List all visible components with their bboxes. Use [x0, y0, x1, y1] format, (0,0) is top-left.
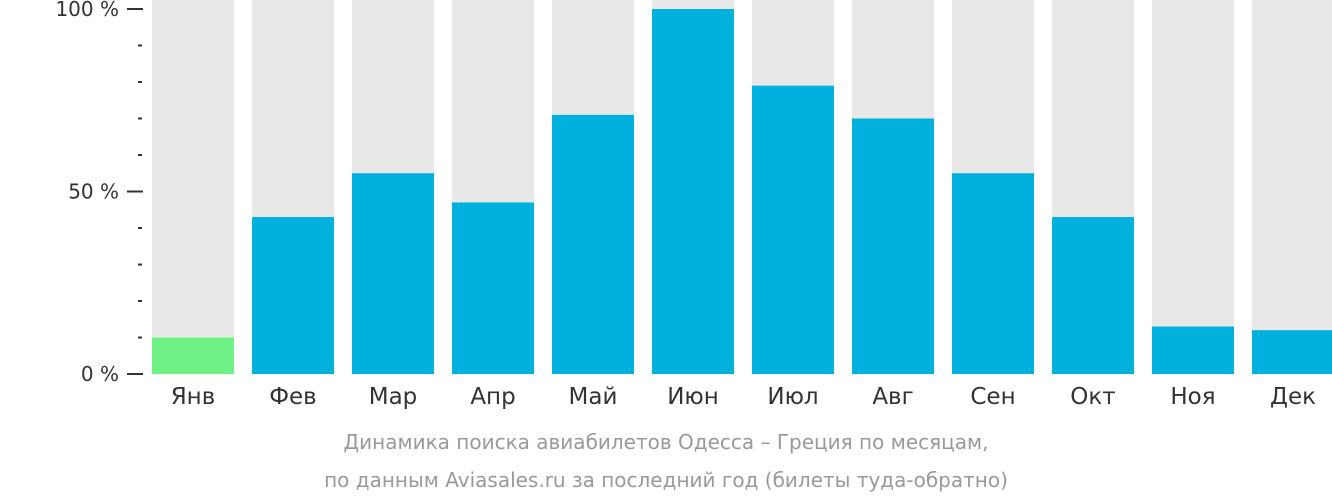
- bar-2: [252, 217, 334, 374]
- bar-10: [1052, 217, 1134, 374]
- bar-11: [1152, 326, 1234, 374]
- bar-6: [652, 9, 734, 374]
- bar-background: [1252, 0, 1332, 374]
- bar-background: [152, 0, 234, 374]
- x-tick-label: Апр: [470, 384, 515, 410]
- x-tick-label: Фев: [269, 384, 317, 410]
- bar-4: [452, 202, 534, 374]
- bar-8: [852, 118, 934, 374]
- x-axis-labels: Янв Фев Мар Апр Май Июн Июл Авг Сен Окт Ноя Дек: [171, 384, 1316, 410]
- x-tick-label: Сен: [970, 384, 1015, 410]
- data-bars: [152, 9, 1332, 375]
- chart-caption-line-1: Динамика поиска авиабилетов Одесса – Гре…: [343, 430, 989, 454]
- y-tick-label: 100 %: [55, 0, 119, 21]
- bar-12: [1252, 330, 1332, 374]
- y-tick-label: 50 %: [68, 180, 119, 204]
- bar-7: [752, 85, 834, 375]
- bar-3: [352, 173, 434, 374]
- y-axis: 0 % 50 % 100 %: [55, 0, 143, 386]
- bar-9: [952, 173, 1034, 374]
- bar-1: [152, 337, 234, 374]
- x-tick-label: Дек: [1270, 384, 1316, 410]
- bar-background: [1152, 0, 1234, 374]
- x-tick-label: Окт: [1070, 384, 1115, 410]
- chart-caption-line-2: по данным Aviasales.ru за последний год …: [324, 468, 1008, 492]
- x-tick-label: Авг: [872, 384, 913, 410]
- x-tick-label: Июн: [667, 384, 719, 410]
- bar-5: [552, 114, 634, 374]
- x-tick-label: Мар: [369, 384, 418, 410]
- x-tick-label: Ноя: [1170, 384, 1215, 410]
- y-tick-label: 0 %: [81, 362, 119, 386]
- x-tick-label: Июл: [767, 384, 818, 410]
- x-tick-label: Янв: [171, 384, 216, 410]
- x-tick-label: Май: [569, 384, 618, 410]
- bar-chart: 0 % 50 % 100 % Янв Фев Мар Апр Май Июн Июл Авг Сен…: [55, 0, 1332, 410]
